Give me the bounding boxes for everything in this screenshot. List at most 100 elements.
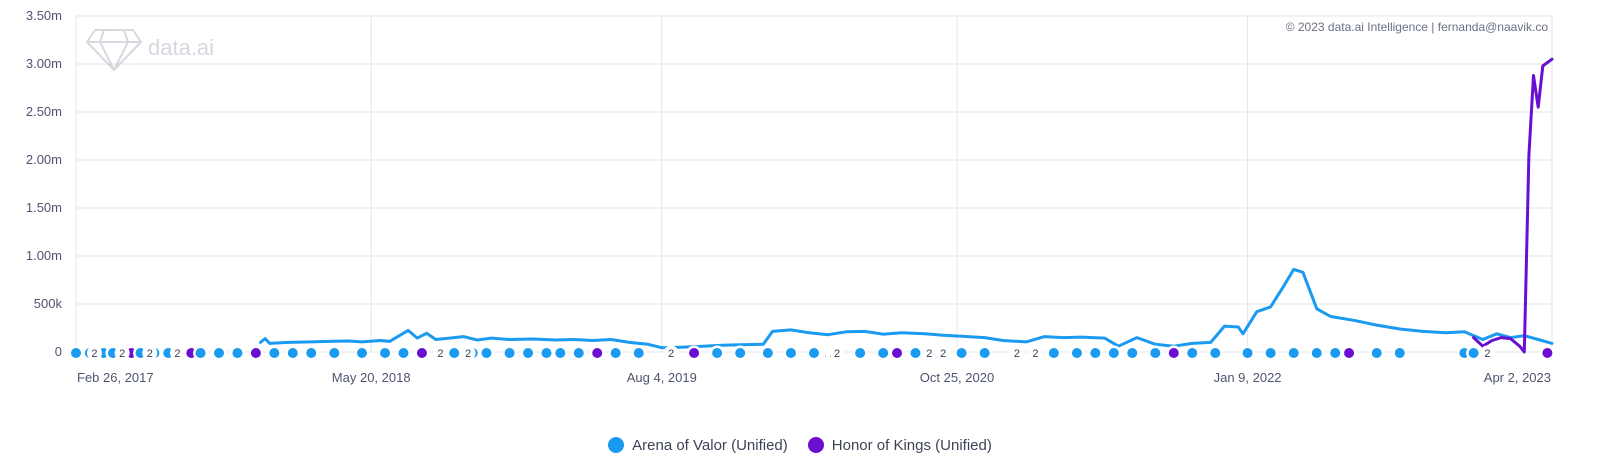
event-marker: [633, 348, 644, 358]
event-marker: [892, 348, 903, 358]
legend-item-honor-of-kings[interactable]: Honor of Kings (Unified): [807, 436, 992, 454]
event-label: 2: [147, 348, 153, 360]
event-marker: [1394, 348, 1405, 358]
event-label: 2: [1484, 348, 1490, 360]
watermark-text: data.ai: [148, 35, 214, 60]
legend-label-arena-of-valor: Arena of Valor (Unified): [632, 436, 788, 454]
event-marker: [523, 348, 534, 358]
y-axis-ticks: 0 500k 1.00m 1.50m 2.00m 2.50m 3.00m 3.50m: [26, 8, 63, 359]
legend-swatch-honor-of-kings: [807, 437, 824, 453]
event-marker: [1048, 348, 1059, 358]
event-marker: [1242, 348, 1253, 358]
event-label-halo: [114, 345, 130, 361]
event-marker: [762, 348, 773, 358]
y-tick-label: 2.00m: [26, 152, 62, 167]
event-marker: [1210, 348, 1221, 358]
event-label-halo: [921, 345, 937, 361]
event-marker: [1330, 348, 1341, 358]
event-label: 2: [940, 348, 946, 360]
event-marker: [250, 348, 261, 358]
event-label: 2: [119, 348, 125, 360]
event-marker: [855, 348, 866, 358]
event-marker: [785, 348, 796, 358]
event-label: 2: [1014, 348, 1020, 360]
event-marker: [573, 348, 584, 358]
x-tick-label: Jan 9, 2022: [1214, 370, 1282, 385]
event-marker: [504, 348, 515, 358]
event-marker: [1108, 348, 1119, 358]
legend-label-honor-of-kings: Honor of Kings (Unified): [831, 436, 992, 454]
event-marker: [1168, 348, 1179, 358]
event-marker: [809, 348, 819, 358]
event-marker: [735, 348, 746, 358]
event-label-halo: [1009, 345, 1025, 361]
series-lines: [259, 57, 1554, 354]
y-tick-label: 0: [55, 344, 62, 359]
event-marker: [1371, 348, 1382, 358]
event-label-halo: [432, 345, 448, 361]
event-marker: [356, 348, 367, 358]
x-tick-label: Aug 4, 2019: [627, 370, 697, 385]
event-label: 2: [174, 348, 180, 360]
chart-grid: [75, 15, 1553, 353]
event-marker: [910, 348, 921, 358]
x-tick-label: Feb 26, 2017: [77, 370, 154, 385]
watermark-logo: data.ai: [86, 29, 214, 71]
event-marker: [1071, 348, 1082, 358]
y-tick-label: 1.50m: [26, 200, 62, 215]
x-axis-ticks: Feb 26, 2017 May 20, 2018 Aug 4, 2019 Oct 2…: [77, 370, 1551, 385]
event-label: 2: [926, 348, 932, 360]
event-label-halo: [86, 345, 102, 361]
event-marker: [1288, 348, 1299, 358]
diamond-icon: [86, 29, 142, 71]
event-label-halo: [142, 345, 158, 361]
event-marker: [541, 348, 552, 358]
event-marker: [1344, 348, 1355, 358]
event-marker: [449, 348, 460, 358]
event-label: 2: [465, 348, 471, 360]
event-marker: [712, 348, 723, 358]
event-label-halo: [460, 345, 476, 361]
event-marker: [380, 348, 391, 358]
event-marker: [71, 348, 81, 358]
event-markers: 222222222222222: [68, 345, 1555, 361]
series-line-arena-of-valor: [259, 267, 1554, 350]
event-marker: [610, 348, 621, 358]
event-marker: [1265, 348, 1276, 358]
event-marker: [1311, 348, 1322, 358]
event-marker: [1468, 348, 1479, 358]
event-label-halo: [169, 345, 185, 361]
event-marker: [1542, 348, 1553, 358]
event-label: 2: [834, 348, 840, 360]
event-marker: [1187, 348, 1198, 358]
copyright-text: © 2023 data.ai Intelligence | fernanda@n…: [1286, 20, 1549, 34]
event-marker: [979, 348, 990, 358]
event-marker: [269, 348, 280, 358]
legend-swatch-arena-of-valor: [608, 437, 625, 453]
event-label: 2: [91, 348, 97, 360]
x-tick-label: May 20, 2018: [332, 370, 411, 385]
event-marker: [956, 348, 967, 358]
event-marker: [1090, 348, 1101, 358]
event-marker: [1150, 348, 1161, 358]
chart-legend: Arena of Valor (Unified) Honor of Kings …: [0, 430, 1600, 460]
event-marker: [555, 348, 566, 358]
y-tick-label: 500k: [34, 296, 63, 311]
event-label: 2: [668, 348, 674, 360]
event-marker: [398, 348, 409, 358]
event-marker: [306, 348, 317, 358]
legend-item-arena-of-valor[interactable]: Arena of Valor (Unified): [608, 437, 788, 454]
y-tick-label: 3.00m: [26, 56, 62, 71]
event-marker: [592, 348, 603, 358]
x-tick-label: Apr 2, 2023: [1484, 370, 1551, 385]
series-line-honor-of-kings: [1472, 57, 1554, 354]
chart-canvas: 0 500k 1.00m 1.50m 2.00m 2.50m 3.00m 3.50m Feb …: [26, 8, 1555, 385]
event-marker: [1127, 348, 1138, 358]
event-label-halo: [935, 345, 951, 361]
event-label-halo: [1027, 345, 1043, 361]
event-label-halo: [1479, 345, 1495, 361]
event-marker: [213, 348, 224, 358]
event-label: 2: [1032, 348, 1038, 360]
y-tick-label: 1.00m: [26, 248, 62, 263]
event-marker: [195, 348, 206, 358]
